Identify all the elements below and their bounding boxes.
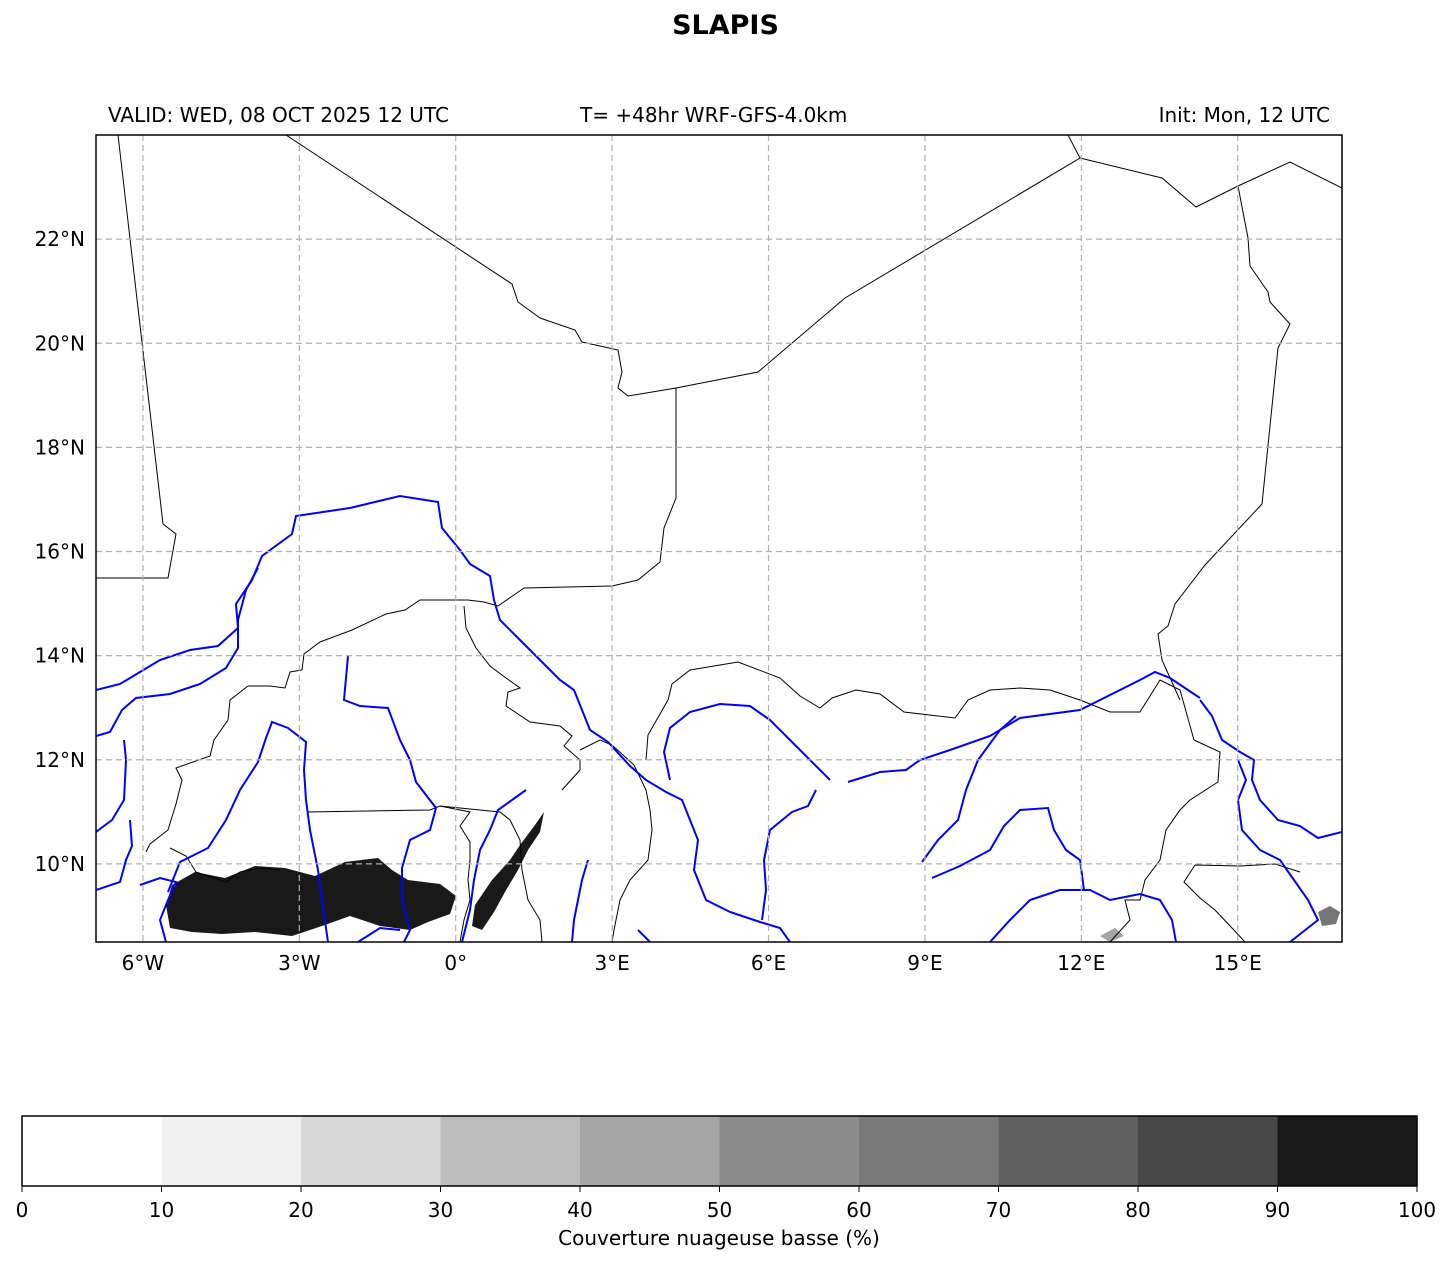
river-logone — [1236, 759, 1320, 942]
gridlines — [96, 135, 1342, 942]
colorbar-segment — [301, 1116, 441, 1186]
river-black-volta — [167, 720, 329, 942]
colorbar-tick-label: 90 — [1265, 1198, 1290, 1222]
colorbar-tick-label: 70 — [986, 1198, 1011, 1222]
border-burkina-niger — [463, 605, 581, 791]
border-ghana-togo — [439, 805, 471, 942]
river-mono — [571, 859, 589, 942]
colorbar-tick-label: 0 — [16, 1198, 29, 1222]
river-sokoto — [662, 702, 831, 781]
border-niger-chad — [1157, 185, 1291, 701]
border-benin-niger — [579, 739, 653, 942]
border-ci-ghana — [169, 847, 281, 883]
lon-tick-label: 12°E — [1057, 951, 1105, 975]
river-bani — [96, 739, 128, 833]
colorbar-tick-label: 30 — [428, 1198, 453, 1222]
lat-tick-label: 22°N — [35, 227, 85, 251]
low-cloud-field — [166, 812, 1340, 942]
border-burkina-west — [145, 685, 249, 853]
map-title: SLAPIS — [672, 10, 779, 41]
map-frame — [95, 134, 1343, 943]
colorbar-tick-label: 40 — [567, 1198, 592, 1222]
colorbar-tick-label: 80 — [1125, 1198, 1150, 1222]
lon-tick-label: 15°E — [1214, 951, 1262, 975]
river-cross — [637, 929, 651, 942]
model-forecast-label: T= +48hr WRF-GFS-4.0km — [580, 103, 848, 127]
border-libya-chad — [1079, 157, 1342, 208]
colorbar-segment — [1138, 1116, 1278, 1186]
river-volta-lake — [357, 926, 401, 942]
lon-tick-label: 0° — [444, 951, 467, 975]
axis-tick-labels: 6°W 3°W 0° 3°E 6°E 9°E 12°E 15°E 10°N 12°N 14°N 16°… — [35, 227, 1262, 975]
colorbar-tick-label: 20 — [288, 1198, 313, 1222]
colorbar: 0 10 20 30 40 50 60 70 80 90 100 — [16, 1116, 1436, 1222]
river-chari — [1199, 699, 1342, 840]
colorbar-tick-label: 10 — [149, 1198, 174, 1222]
lon-tick-label: 3°E — [594, 951, 629, 975]
river-south-ci-2 — [139, 876, 178, 942]
cloud-patch-chad — [1318, 906, 1340, 926]
colorbar-tick-label: 50 — [707, 1198, 732, 1222]
colorbar-segment — [22, 1116, 162, 1186]
lon-tick-label: 9°E — [907, 951, 942, 975]
lon-tick-label: 6°W — [122, 951, 165, 975]
lat-tick-label: 12°N — [35, 748, 85, 772]
border-togo-benin — [509, 819, 543, 942]
river-niger-inner — [96, 567, 259, 737]
rivers — [96, 494, 1342, 942]
colorbar-segment — [719, 1116, 860, 1186]
river-gongola — [921, 715, 1017, 863]
border-nigeria-cameroon — [1109, 739, 1221, 942]
lat-tick-label: 20°N — [35, 331, 85, 355]
colorbar-segment — [161, 1116, 302, 1186]
colorbar-segment — [859, 1116, 999, 1186]
lat-tick-label: 16°N — [35, 540, 85, 564]
lat-tick-label: 18°N — [35, 435, 85, 459]
river-komadugu — [847, 670, 1201, 783]
border-niger-nigeria — [645, 661, 1195, 761]
lat-tick-label: 10°N — [35, 852, 85, 876]
colorbar-label: Couverture nuageuse basse (%) — [558, 1226, 880, 1250]
cloud-area-ghana — [472, 812, 544, 930]
river-white-volta — [342, 655, 438, 942]
valid-time-label: VALID: WED, 08 OCT 2025 12 UTC — [108, 103, 449, 127]
colorbar-tick-label: 100 — [1398, 1198, 1436, 1222]
country-borders — [96, 135, 1342, 942]
river-benue-upper — [989, 889, 1177, 942]
colorbar-segment — [1277, 1116, 1418, 1186]
river-south-ci — [96, 819, 134, 891]
colorbar-segment — [440, 1116, 581, 1186]
border-algeria-niger — [675, 135, 1081, 389]
river-benue — [931, 806, 1085, 891]
border-cameroon-chad — [1183, 863, 1301, 942]
lon-tick-label: 3°W — [278, 951, 321, 975]
colorbar-segment — [580, 1116, 720, 1186]
river-oti — [461, 789, 527, 942]
border-burkina-ghana — [307, 805, 511, 821]
lon-tick-label: 6°E — [751, 951, 786, 975]
cloud-patch-nigeria — [1100, 928, 1124, 942]
colorbar-segment — [998, 1116, 1139, 1186]
lat-tick-label: 14°N — [35, 644, 85, 668]
border-mali-niger — [248, 388, 677, 689]
river-kaduna — [761, 789, 817, 921]
border-algeria-mali — [285, 135, 677, 397]
border-mauritania-mali — [96, 135, 177, 579]
cloud-area-west — [166, 858, 456, 936]
colorbar-tick-label: 60 — [846, 1198, 871, 1222]
colorbar-frame — [21, 1115, 1418, 1187]
river-niger — [96, 494, 791, 942]
init-time-label: Init: Mon, 12 UTC — [1158, 103, 1330, 127]
